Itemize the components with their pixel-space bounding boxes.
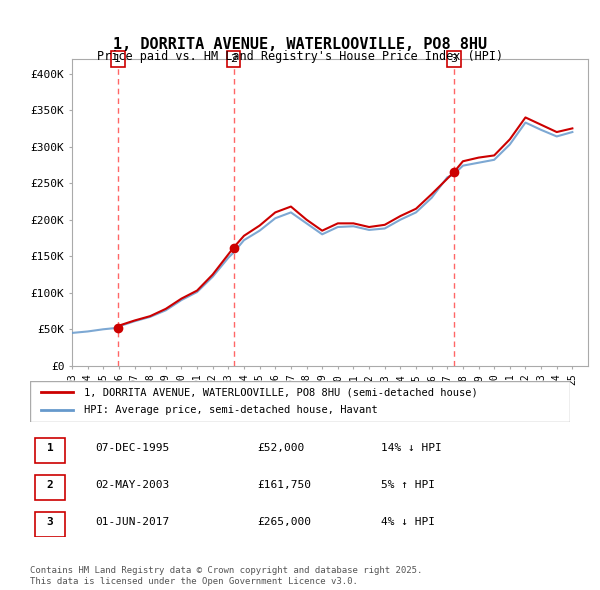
FancyBboxPatch shape	[30, 381, 570, 422]
Text: £52,000: £52,000	[257, 443, 304, 453]
Text: 3: 3	[47, 517, 53, 527]
Text: 14% ↓ HPI: 14% ↓ HPI	[381, 443, 442, 453]
Text: 07-DEC-1995: 07-DEC-1995	[95, 443, 169, 453]
Text: 1, DORRITA AVENUE, WATERLOOVILLE, PO8 8HU (semi-detached house): 1, DORRITA AVENUE, WATERLOOVILLE, PO8 8H…	[84, 387, 478, 397]
Text: £161,750: £161,750	[257, 480, 311, 490]
Text: Price paid vs. HM Land Registry's House Price Index (HPI): Price paid vs. HM Land Registry's House …	[97, 50, 503, 63]
Text: 2: 2	[230, 54, 237, 64]
FancyBboxPatch shape	[35, 476, 65, 500]
FancyBboxPatch shape	[35, 438, 65, 463]
Text: 3: 3	[451, 54, 457, 64]
Text: 2: 2	[47, 480, 53, 490]
Text: £265,000: £265,000	[257, 517, 311, 527]
Text: 4% ↓ HPI: 4% ↓ HPI	[381, 517, 435, 527]
Text: 1: 1	[47, 443, 53, 453]
Text: Contains HM Land Registry data © Crown copyright and database right 2025.
This d: Contains HM Land Registry data © Crown c…	[30, 566, 422, 586]
Text: 1: 1	[115, 54, 121, 64]
FancyBboxPatch shape	[35, 512, 65, 537]
Text: HPI: Average price, semi-detached house, Havant: HPI: Average price, semi-detached house,…	[84, 405, 378, 415]
Text: 1, DORRITA AVENUE, WATERLOOVILLE, PO8 8HU: 1, DORRITA AVENUE, WATERLOOVILLE, PO8 8H…	[113, 37, 487, 52]
Text: 02-MAY-2003: 02-MAY-2003	[95, 480, 169, 490]
Text: 01-JUN-2017: 01-JUN-2017	[95, 517, 169, 527]
Text: 5% ↑ HPI: 5% ↑ HPI	[381, 480, 435, 490]
